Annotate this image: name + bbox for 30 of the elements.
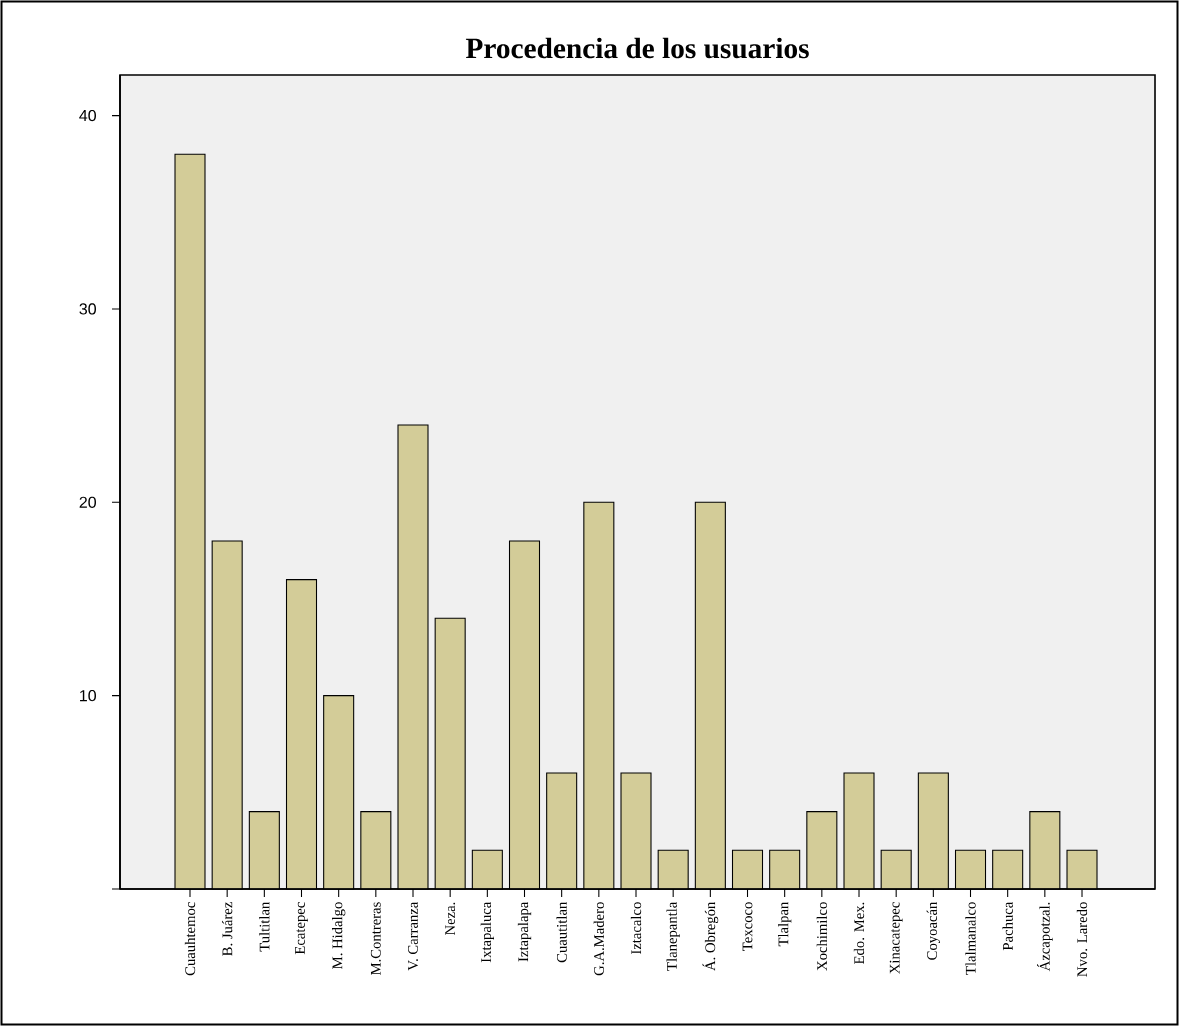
- x-tick-label: Xochimilco: [816, 902, 827, 971]
- x-tick-label: Cuautitlan: [556, 901, 567, 963]
- x-tick-label: Pachuca: [1002, 901, 1013, 951]
- x-tick-label: Cuauhtemoc: [184, 902, 196, 976]
- x-tick-label: V. Carranza: [408, 901, 418, 971]
- x-tick-label: Tlalmanalco: [965, 902, 976, 975]
- x-tick-label: Ecatepec: [295, 902, 308, 955]
- y-tick-label: 40: [79, 109, 96, 122]
- x-tick-label: B. Juárez: [221, 902, 233, 956]
- x-tick-label: M. Hidalgo: [332, 902, 346, 969]
- x-tick-label: Tultitlan: [259, 901, 270, 952]
- x-tick-label: Neza.: [445, 902, 456, 936]
- chart-title: Procedencia de los usuarios: [465, 37, 809, 59]
- x-tick-label: Edo. Mex.: [853, 902, 865, 965]
- x-tick-label: Nvo. Laredo: [1076, 902, 1088, 977]
- x-tick-label: Iztacalco: [630, 902, 642, 955]
- x-tick-label: Xinacatepec: [889, 902, 903, 974]
- x-tick-label: Iztapalapa: [517, 901, 532, 962]
- x-tick-label: M.Contreras: [370, 902, 381, 976]
- x-tick-label: Texcoco: [742, 902, 753, 951]
- y-tick-label: 20: [79, 496, 96, 508]
- x-tick-label: Tlanepantla: [666, 901, 680, 971]
- x-tick-label: Ázcapotzal.: [1037, 902, 1053, 972]
- x-tick-label: G.A.Madero: [593, 902, 605, 976]
- x-tick-label: Tlalpan: [778, 901, 792, 947]
- x-tick-label: Coyoacán: [926, 901, 941, 960]
- y-tick-label: 10: [80, 689, 96, 702]
- x-tick-label: Á. Obregón: [702, 901, 719, 971]
- y-tick-label: 30: [79, 303, 96, 315]
- x-tick-label: Ixtapaluca: [480, 901, 494, 963]
